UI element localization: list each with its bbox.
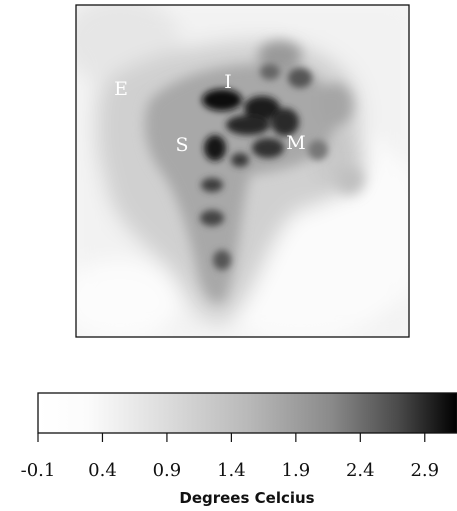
heatmap-frame xyxy=(75,4,410,338)
colorbar-tick-label: -0.1 xyxy=(21,460,56,481)
colorbar-axis-title: Degrees Celcius xyxy=(179,489,314,507)
region-m-label: M xyxy=(286,132,305,154)
colorbar-ticks xyxy=(37,433,426,442)
region-s-label: S xyxy=(175,134,188,156)
colorbar-gradient xyxy=(38,393,457,433)
region-e-label: E xyxy=(114,78,128,100)
region-labels: E I S M xyxy=(114,71,306,156)
colorbar-tick-labels: -0.1 0.4 0.9 1.4 1.9 2.4 2.9 xyxy=(21,460,439,481)
colorbar: -0.1 0.4 0.9 1.4 1.9 2.4 2.9 Degrees Celcius xyxy=(21,392,457,507)
colorbar-tick-label: 1.9 xyxy=(282,460,311,481)
colorbar-tick-label: 2.4 xyxy=(346,460,375,481)
heatmap-field xyxy=(76,5,409,337)
colorbar-frame xyxy=(37,392,457,434)
region-i-label: I xyxy=(224,71,232,93)
colorbar-tick-label: 0.9 xyxy=(153,460,182,481)
colorbar-tick-label: 0.4 xyxy=(88,460,117,481)
colorbar-tick-label: 2.9 xyxy=(410,460,439,481)
colorbar-tick-label: 1.4 xyxy=(217,460,246,481)
heatmap-panel: E I S M xyxy=(75,4,410,338)
